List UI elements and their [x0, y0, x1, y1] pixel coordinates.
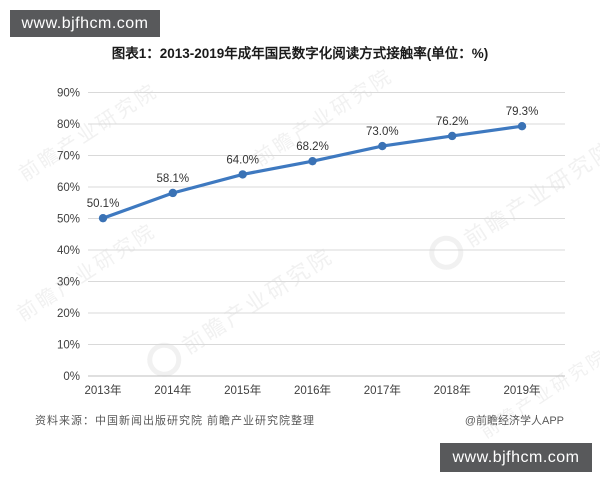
- data-point-label: 58.1%: [157, 173, 190, 185]
- data-point-marker: [378, 141, 387, 151]
- y-axis-tick-label: 50%: [57, 214, 80, 226]
- data-point-label: 50.1%: [87, 198, 120, 210]
- y-axis-tick-label: 70%: [57, 151, 80, 163]
- data-point-marker: [517, 122, 527, 131]
- source-note: 资料来源：中国新闻出版研究院 前瞻产业研究院整理: [35, 415, 316, 427]
- y-axis-tick-label: 40%: [57, 245, 80, 257]
- website-banner-bottom: www.bjfhcm.com: [440, 443, 592, 472]
- website-banner-bottom-text: www.bjfhcm.com: [452, 448, 580, 466]
- website-banner-top: www.bjfhcm.com: [10, 10, 160, 37]
- x-axis-tick-label: 2018年: [434, 383, 471, 397]
- data-point-marker: [98, 213, 108, 223]
- data-point-marker: [238, 170, 247, 179]
- data-point-marker: [168, 188, 178, 198]
- data-point-label: 76.2%: [436, 116, 469, 128]
- website-banner-top-text: www.bjfhcm.com: [21, 14, 149, 32]
- x-axis-tick-label: 2015年: [224, 383, 261, 397]
- chart-title: 图表1：2013-2019年成年国民数字化阅读方式接触率(单位：%): [111, 46, 489, 61]
- y-axis-tick-label: 80%: [57, 119, 80, 131]
- y-axis-tick-label: 30%: [57, 277, 80, 289]
- y-axis-tick-label: 0%: [63, 371, 80, 383]
- data-point-label: 68.2%: [296, 141, 329, 153]
- credit-label: @前瞻经济学人APP: [464, 415, 564, 427]
- x-axis-tick-label: 2019年: [503, 383, 540, 397]
- data-point-label: 73.0%: [366, 126, 399, 138]
- data-point-label: 64.0%: [226, 154, 259, 166]
- x-axis-tick-label: 2016年: [294, 383, 331, 397]
- data-point-marker: [308, 156, 317, 166]
- data-point-label: 79.3%: [506, 106, 539, 118]
- y-axis-tick-label: 90%: [57, 88, 80, 100]
- x-axis-tick-label: 2014年: [154, 383, 191, 397]
- y-axis-tick-label: 60%: [57, 182, 80, 194]
- y-axis-tick-label: 20%: [57, 308, 80, 320]
- y-axis-tick-label: 10%: [57, 340, 80, 352]
- x-axis-tick-label: 2017年: [364, 383, 401, 397]
- data-point-marker: [447, 131, 457, 141]
- x-axis-tick-label: 2013年: [84, 383, 121, 397]
